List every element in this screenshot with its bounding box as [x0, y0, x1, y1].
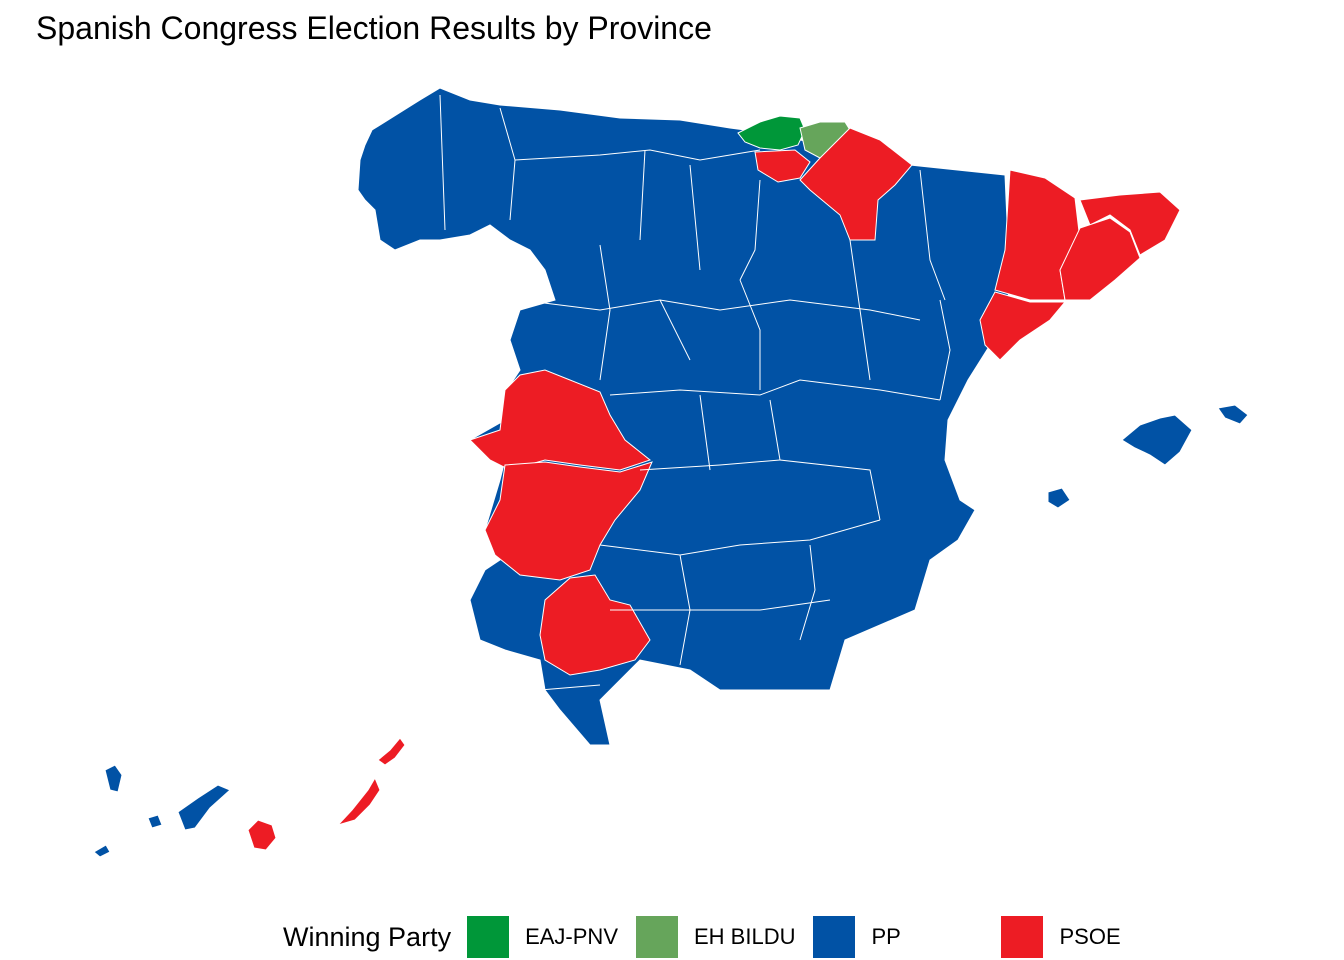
- legend-item-pp: PP: [813, 916, 983, 958]
- province-borders: [439, 94, 951, 691]
- legend-item-psoe: PSOE: [1001, 916, 1121, 958]
- mainland-pp-region: [357, 87, 1011, 746]
- province-sevilla: [539, 574, 651, 676]
- island-tenerife: [177, 784, 231, 831]
- legend-item-eaj-pnv: EAJ-PNV: [467, 916, 618, 958]
- island-lanzarote: [377, 737, 406, 766]
- island-ibiza: [1047, 487, 1071, 509]
- legend-label-eaj-pnv: EAJ-PNV: [525, 924, 618, 949]
- legend-label-pp: PP: [871, 924, 901, 949]
- legend-swatch-psoe: [1001, 916, 1044, 958]
- province-caceres: [469, 369, 652, 471]
- province-alava: [754, 149, 811, 183]
- legend-label-psoe: PSOE: [1059, 924, 1121, 949]
- island-menorca: [1217, 404, 1249, 425]
- legend-swatch-pp: [813, 916, 856, 958]
- legend-title: Winning Party: [283, 921, 452, 952]
- province-girona: [1079, 191, 1181, 256]
- province-navarra: [799, 127, 913, 241]
- island-mallorca: [1121, 414, 1193, 466]
- island-la-gomera: [147, 814, 163, 829]
- province-bizkaia: [737, 115, 806, 151]
- island-gran-canaria: [247, 819, 277, 851]
- province-barcelona: [1059, 217, 1141, 301]
- island-fuerteventura: [336, 776, 381, 826]
- spain-province-map: [93, 87, 1249, 858]
- legend-swatch-eh-bildu: [636, 916, 678, 958]
- province-tarragona: [979, 291, 1067, 361]
- map-title: Spanish Congress Election Results by Pro…: [36, 10, 712, 46]
- legend: Winning Party EAJ-PNV EH BILDU PP PSOE: [283, 916, 1139, 958]
- legend-swatch-eaj-pnv: [467, 916, 510, 958]
- legend-item-eh-bildu: EH BILDU: [636, 916, 795, 958]
- island-el-hierro: [93, 844, 111, 858]
- legend-label-eh-bildu: EH BILDU: [694, 924, 796, 949]
- island-la-palma: [104, 764, 123, 793]
